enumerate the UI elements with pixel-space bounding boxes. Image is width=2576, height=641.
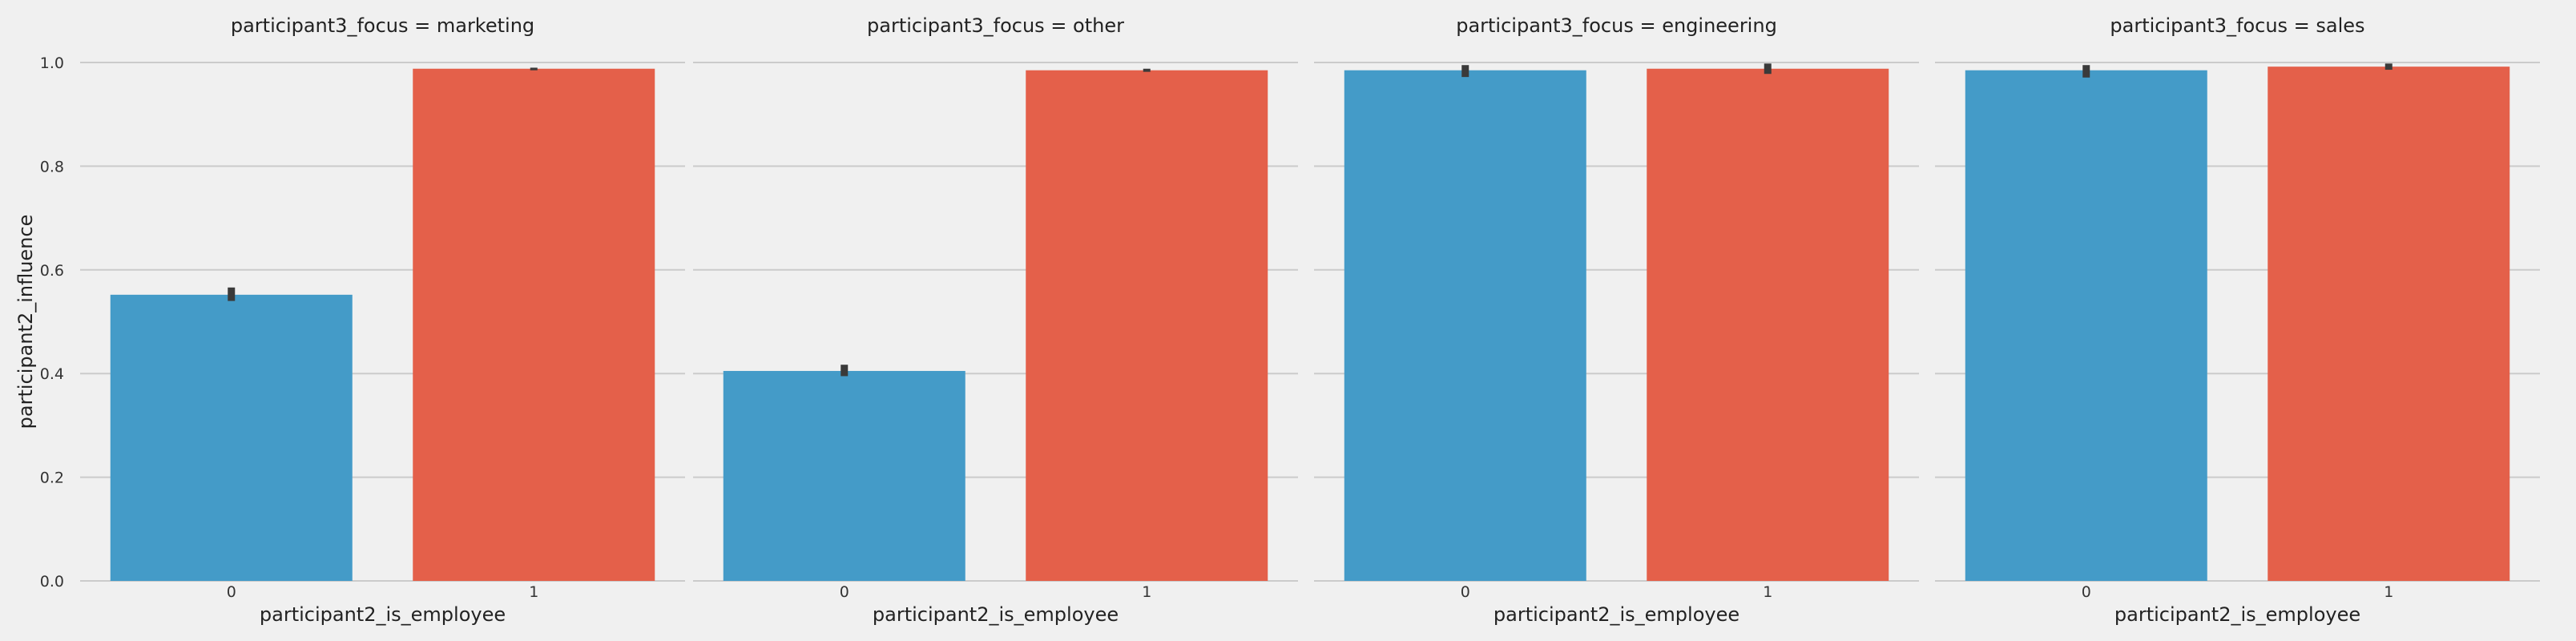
x-axis-label: participant2_is_employee: [1494, 603, 1740, 626]
y-tick-label: 0.8: [40, 158, 64, 175]
y-tick-label: 0.6: [40, 262, 64, 280]
facet-panel: participant3_focus = marketing 0 1 particip…: [40, 14, 685, 626]
bar: [1026, 70, 1268, 581]
bar: [1965, 70, 2207, 581]
facet-title: participant3_focus = marketing: [231, 14, 534, 37]
x-tick-label: 0: [1461, 583, 1470, 601]
bar: [1647, 68, 1889, 582]
bar: [110, 294, 353, 581]
bar: [723, 370, 965, 581]
y-tick-label: 0.4: [40, 365, 64, 383]
y-tick-label: 0.2: [40, 470, 64, 487]
facet-panel: participant3_focus = sales 0 1 participant2…: [1935, 14, 2540, 626]
facet-panel: participant3_focus = engineering 0 1 partic…: [1314, 14, 1919, 626]
y-tick-label: 0.0: [40, 573, 64, 591]
y-tick-label: 1.0: [40, 54, 64, 72]
x-axis-label: participant2_is_employee: [260, 603, 506, 626]
bar: [413, 68, 655, 582]
facet-title: participant3_focus = engineering: [1456, 14, 1777, 37]
x-axis-label: participant2_is_employee: [873, 603, 1119, 626]
facet-title: participant3_focus = sales: [2110, 14, 2364, 37]
y-axis-label: participant2_influence: [14, 215, 37, 429]
facet-panel: participant3_focus = other 0 1 participant2…: [693, 14, 1298, 626]
x-tick-label: 0: [2082, 583, 2091, 601]
x-tick-label: 1: [1142, 583, 1151, 601]
bar: [1344, 70, 1586, 581]
x-tick-label: 1: [2384, 583, 2393, 601]
x-axis-label: participant2_is_employee: [2114, 603, 2360, 626]
x-tick-label: 0: [227, 583, 236, 601]
bar: [2268, 67, 2510, 581]
x-tick-label: 0: [840, 583, 849, 601]
x-tick-label: 1: [1763, 583, 1772, 601]
facet-title: participant3_focus = other: [867, 14, 1124, 37]
x-tick-label: 1: [529, 583, 538, 601]
